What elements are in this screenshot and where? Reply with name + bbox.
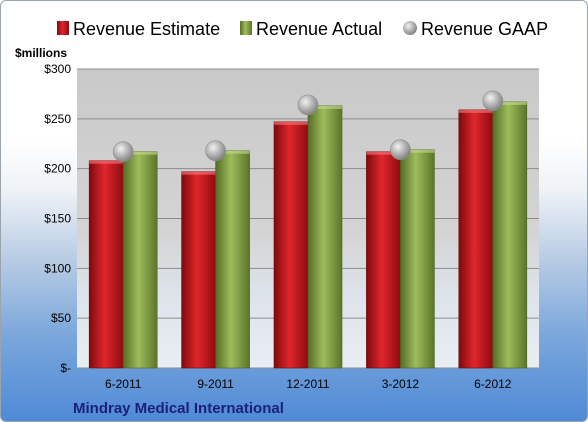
bar-revenue-estimate-cap xyxy=(181,171,216,175)
x-tick-label: 3-2012 xyxy=(382,377,420,391)
x-tick-label: 6-2012 xyxy=(474,377,512,391)
y-tick-label: $250 xyxy=(44,112,71,126)
legend-swatch-gaap xyxy=(403,21,417,35)
x-tick-label: 6-2011 xyxy=(105,377,142,391)
legend: Revenue Estimate Revenue Actual Revenue … xyxy=(57,19,548,39)
bar-revenue-actual-cap xyxy=(308,105,342,109)
bar-revenue-actual xyxy=(215,150,250,369)
bar-revenue-actual-cap xyxy=(400,149,435,153)
y-tick-label: $200 xyxy=(44,162,71,176)
company-name: Mindray Medical International xyxy=(73,400,284,417)
y-tick-label: $100 xyxy=(44,261,71,275)
bar-revenue-actual xyxy=(492,101,528,369)
marker-revenue-gaap xyxy=(390,139,411,161)
bar-revenue-actual xyxy=(122,151,158,369)
legend-swatch-estimate xyxy=(57,21,69,35)
unit-label: $millions xyxy=(15,46,67,60)
marker-revenue-gaap xyxy=(112,141,134,163)
marker-revenue-gaap xyxy=(205,140,226,162)
bar-revenue-actual xyxy=(307,105,343,369)
bar-revenue-estimate xyxy=(458,109,494,369)
x-tick-label: 9-2011 xyxy=(197,377,234,391)
marker-revenue-gaap xyxy=(297,94,319,116)
bar-revenue-estimate xyxy=(273,121,309,369)
y-tick-label: $300 xyxy=(44,62,71,76)
legend-swatch-actual xyxy=(240,21,252,35)
bar-revenue-actual-cap xyxy=(215,150,250,154)
bar-revenue-actual-cap xyxy=(123,151,158,155)
legend-label-actual: Revenue Actual xyxy=(256,19,382,39)
x-axis-ticks: 6-2011 9-2011 12-2011 3-2012 6-2012 xyxy=(105,377,512,391)
marker-revenue-gaap xyxy=(482,90,504,112)
bars xyxy=(88,101,528,369)
gaap-markers xyxy=(112,90,504,163)
bar-revenue-estimate xyxy=(181,171,216,369)
y-tick-label: $50 xyxy=(51,311,71,325)
bar-revenue-actual xyxy=(400,149,435,369)
bar-revenue-estimate-cap xyxy=(458,109,493,113)
y-tick-label: $- xyxy=(60,361,71,375)
y-tick-label: $150 xyxy=(44,212,71,226)
bar-revenue-estimate xyxy=(88,160,124,369)
legend-label-estimate: Revenue Estimate xyxy=(73,19,220,39)
bar-revenue-estimate-cap xyxy=(366,151,401,155)
bar-revenue-estimate-cap xyxy=(274,121,308,125)
bar-revenue-estimate-cap xyxy=(89,160,124,164)
bar-revenue-actual-cap xyxy=(492,101,527,105)
bar-revenue-estimate xyxy=(366,151,401,369)
y-axis-ticks: $- $50 $100 $150 $200 $250 $300 xyxy=(44,62,71,375)
legend-label-gaap: Revenue GAAP xyxy=(421,19,548,39)
x-tick-label: 12-2011 xyxy=(286,377,329,391)
